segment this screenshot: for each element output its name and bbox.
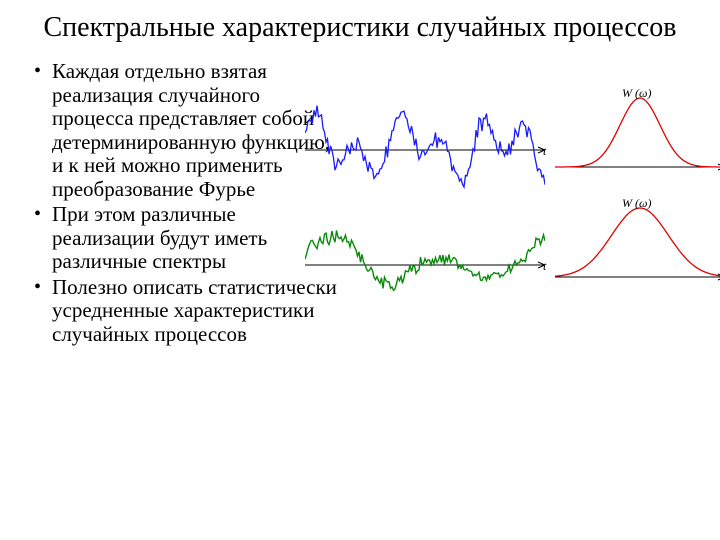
content-area: Каждая отдельно взятая реализация случай… — [0, 52, 720, 348]
bullet-list: Каждая отдельно взятая реализация случай… — [30, 60, 340, 346]
spectrum-chart-2: W (ω) ω — [555, 200, 720, 285]
chart-title: W (ω) — [622, 196, 651, 211]
bullet-item: Каждая отдельно взятая реализация случай… — [30, 60, 340, 201]
charts-column: t W (ω) ω t W (ω) ω — [340, 60, 710, 348]
axis-label-t: t — [543, 144, 546, 159]
signal-chart-2: t — [305, 215, 545, 315]
axis-label-t: t — [543, 259, 546, 274]
bullet-item: Полезно описать статистически усредненны… — [30, 276, 340, 347]
bullet-column: Каждая отдельно взятая реализация случай… — [30, 60, 340, 348]
page-title: Спектральные характеристики случайных пр… — [0, 0, 720, 52]
spectrum-chart-1: W (ω) ω — [555, 90, 720, 175]
chart-title: W (ω) — [622, 86, 651, 101]
signal-chart-1: t — [305, 100, 545, 200]
bullet-item: При этом различные реализации будут имет… — [30, 203, 340, 274]
